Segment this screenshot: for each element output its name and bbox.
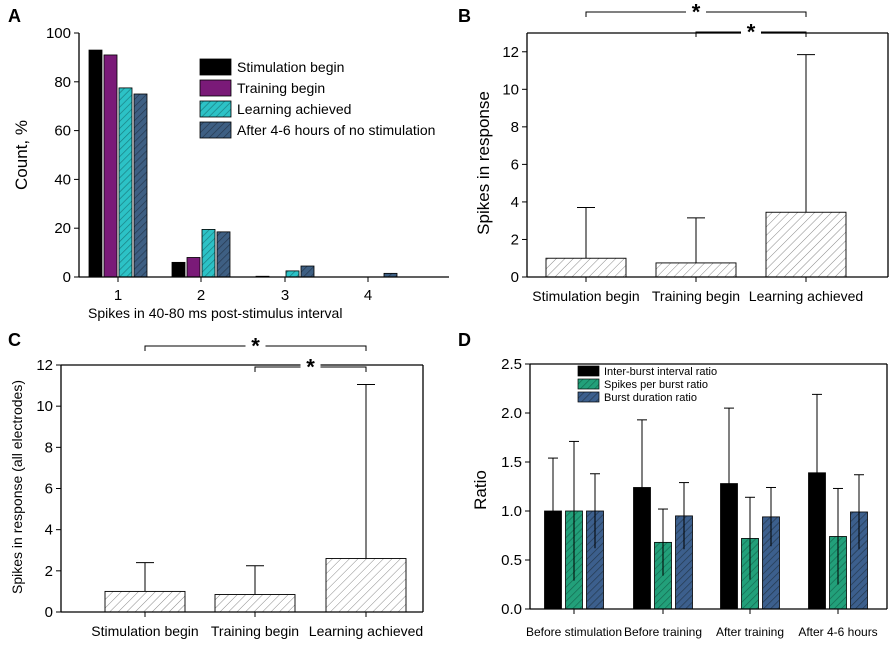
panel-c-ylabel: Spikes in response (all electrodes) xyxy=(9,380,25,594)
panel-a-xtick-label: 1 xyxy=(114,287,122,304)
panel-c-ytick-label: 8 xyxy=(45,439,53,456)
panel-c-ytick-label: 4 xyxy=(45,522,53,539)
panel-b-significance-star: * xyxy=(747,20,756,45)
panel-d-xtick-label: Before stimulation xyxy=(526,625,622,639)
legend-label: Training begin xyxy=(237,80,325,96)
panel-label-a: A xyxy=(8,6,21,26)
legend-swatch-navy xyxy=(577,391,600,403)
panel-d-ytick-label: 1.0 xyxy=(501,503,522,520)
legend-swatch-black xyxy=(577,365,600,377)
panel-a-ytick-label: 40 xyxy=(54,171,71,188)
panel-a-bar-purple xyxy=(186,257,201,278)
panel-d-ytick-label: 2.0 xyxy=(501,405,522,422)
panel-c-xtick-label: Learning achieved xyxy=(309,623,423,639)
panel-c-bar xyxy=(104,590,186,613)
legend-label: Learning achieved xyxy=(237,101,351,117)
panel-a-ytick-label: 20 xyxy=(54,220,71,237)
panel-b-ylabel: Spikes in response xyxy=(474,91,493,235)
panel-a-bar-steel xyxy=(300,265,315,278)
panel-a-bar-teal xyxy=(118,87,133,278)
panel-a-ytick-label: 0 xyxy=(63,269,71,286)
panel-label-b: B xyxy=(458,6,471,26)
legend-label: Inter-burst interval ratio xyxy=(604,366,717,378)
panel-b-xtick-label: Training begin xyxy=(652,288,740,304)
panel-d-ytick-label: 2.5 xyxy=(501,356,522,373)
panel-a-bar-teal xyxy=(285,270,300,278)
panel-b-bar xyxy=(765,211,847,278)
panel-c-significance-gap xyxy=(245,338,266,354)
panel-a-bar-purple xyxy=(103,54,118,278)
panel-c-bar xyxy=(325,558,407,613)
panel-c-ytick-label: 6 xyxy=(45,481,53,498)
panel-a-xtick-label: 4 xyxy=(364,287,372,304)
panel-b-significance-gap xyxy=(741,24,761,40)
legend-swatch-black xyxy=(199,58,232,76)
panel-c-ytick-label: 12 xyxy=(36,357,53,374)
chart-panel-b: 0 2 4 6 8 10 12 Stimulation begin Training begin… xyxy=(502,0,889,304)
panel-b-ytick-label: 4 xyxy=(511,194,519,211)
panel-d-ytick-label: 0.0 xyxy=(501,601,522,618)
panel-b-ytick-label: 0 xyxy=(511,269,519,286)
panel-a-ylabel: Count, % xyxy=(12,120,31,190)
legend-label: After 4-6 hours of no stimulation xyxy=(237,122,435,138)
panel-a-xtick-label: 2 xyxy=(197,287,205,304)
panel-c-ytick-label: 2 xyxy=(45,563,53,580)
panel-b-significance-gap xyxy=(686,4,706,20)
panel-c-ytick-label: 0 xyxy=(45,604,53,621)
legend-swatch-teal xyxy=(199,100,232,118)
panel-b-bar xyxy=(655,262,737,278)
panel-a-ytick-label: 60 xyxy=(54,123,71,140)
chart-panel-a: 0 20 40 60 80 100 1 2 3 4 Stimulation begin Trainin… xyxy=(46,25,449,304)
panel-a-xlabel: Spikes in 40-80 ms post-stimulus interva… xyxy=(88,305,342,321)
panel-d-ylabel: Ratio xyxy=(471,470,490,510)
panel-c-bar xyxy=(214,594,296,613)
panel-d-xtick-label: After 4-6 hours xyxy=(798,625,877,639)
panel-b-significance-star: * xyxy=(692,0,701,25)
legend-swatch-steel xyxy=(199,121,232,139)
panel-c-xtick-label: Stimulation begin xyxy=(91,623,198,639)
panel-b-ytick-label: 2 xyxy=(511,231,519,248)
panel-c-ytick-label: 10 xyxy=(36,398,53,415)
panel-c-significance-star: * xyxy=(251,334,260,359)
panel-a-bar-black xyxy=(171,261,186,278)
panel-b-xtick-label: Stimulation begin xyxy=(532,288,639,304)
panel-d-xtick-label: After training xyxy=(716,625,784,639)
legend-label: Burst duration ratio xyxy=(604,392,697,404)
panel-d-ytick-label: 0.5 xyxy=(501,552,522,569)
panel-a-ytick-label: 80 xyxy=(54,74,71,91)
panel-a-bar-steel xyxy=(216,231,231,278)
panel-a-ytick-label: 100 xyxy=(46,25,71,42)
panel-a-bar-teal xyxy=(201,229,216,278)
panel-b-ytick-label: 6 xyxy=(511,156,519,173)
panel-label-c: C xyxy=(8,330,21,350)
legend-label: Stimulation begin xyxy=(237,59,344,75)
chart-panel-c: 0 2 4 6 8 10 12 Stimulation begin Training begin… xyxy=(36,334,424,639)
panel-a-xtick-label: 3 xyxy=(281,287,289,304)
panel-a-bar-black xyxy=(88,49,103,278)
panel-c-significance-gap xyxy=(300,359,321,375)
panel-c-xtick-label: Training begin xyxy=(211,623,299,639)
panel-a-bar-steel xyxy=(133,93,148,278)
panel-b-ytick-label: 10 xyxy=(502,81,519,98)
panel-d-xtick-label: Before training xyxy=(624,625,702,639)
panel-d-ytick-label: 1.5 xyxy=(501,454,522,471)
panel-b-bar xyxy=(545,257,627,278)
legend-label: Spikes per burst ratio xyxy=(604,379,708,391)
panel-c-significance-star: * xyxy=(306,355,315,380)
panel-label-d: D xyxy=(458,330,471,350)
panel-b-ytick-label: 8 xyxy=(511,119,519,136)
legend-swatch-purple xyxy=(199,79,232,97)
panel-b-ytick-label: 12 xyxy=(502,44,519,61)
panel-b-xtick-label: Learning achieved xyxy=(749,288,863,304)
legend-swatch-green xyxy=(577,378,600,390)
chart-panel-d: 0.0 0.5 1.0 1.5 2.0 2.5 Before stimulation Befo… xyxy=(501,356,888,639)
